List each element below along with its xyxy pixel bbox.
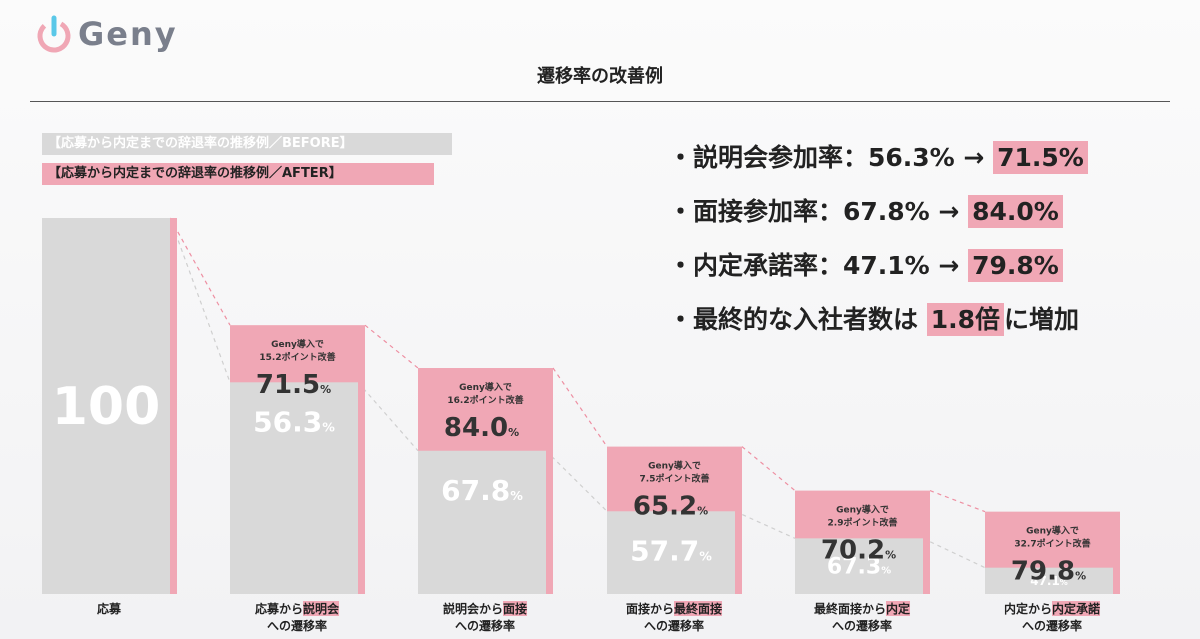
power-icon (37, 15, 71, 53)
category-label-line2: への遷移率 (1022, 618, 1082, 633)
category-label: 面接から最終面接 (626, 601, 722, 616)
before-value-label: 47.1% (1030, 574, 1068, 588)
page-title: 遷移率の改善例 (537, 66, 663, 87)
before-connector-line (545, 450, 608, 512)
unit-label: % (510, 488, 523, 503)
category-label-highlight: 内定承諾 (1052, 601, 1100, 616)
before-connector-line (357, 381, 419, 452)
category-label-highlight: 内定 (886, 601, 910, 616)
category-label-text: 最終面接から (814, 601, 886, 616)
before-bar (230, 382, 358, 594)
category-label-highlight: 説明会 (303, 601, 340, 616)
unit-label: % (1075, 570, 1086, 583)
unit-label: % (881, 566, 891, 577)
summary-item: ・最終的な入社者数は 1.8倍 に増加 (668, 303, 1080, 336)
unit-label: % (322, 420, 335, 435)
after-connector-line (552, 367, 608, 447)
after-connector-line (741, 446, 796, 492)
legend-after: 【応募から内定までの辞退率の推移例／AFTER】 (42, 163, 434, 185)
improvement-note: 32.7ポイント改善 (1014, 538, 1090, 550)
category-label-line2: への遷移率 (832, 618, 892, 633)
unit-label: % (508, 426, 519, 439)
improvement-note: 2.9ポイント改善 (828, 517, 898, 529)
before-connector-line (922, 537, 986, 569)
unit-label: % (697, 505, 708, 518)
before-connector-line (734, 510, 796, 539)
category-label: 応募から説明会 (255, 601, 340, 616)
category-label: 最終面接から内定 (814, 601, 910, 616)
after-value-label: 65.2% (633, 492, 708, 522)
after-value-label: 79.8% (1011, 557, 1086, 587)
after-value-label: 70.2% (821, 536, 896, 566)
legend-before: 【応募から内定までの辞退率の推移例／BEFORE】 (42, 133, 452, 155)
after-value-label: 71.5% (256, 370, 331, 400)
after-value-label: 84.0% (444, 413, 519, 443)
unit-label: % (699, 549, 712, 564)
unit-label: % (885, 549, 896, 562)
improvement-note: 15.2ポイント改善 (259, 351, 335, 363)
category-highlight-bg (674, 601, 723, 616)
category-label-text: 応募 (97, 601, 122, 616)
category-label-highlight: 最終面接 (674, 601, 722, 616)
category-label: 説明会から面接 (443, 601, 527, 616)
unit-label: % (1060, 578, 1068, 587)
category-label-text: 面接から (626, 601, 674, 616)
summary-item: ・面接参加率：67.8% → 84.0% (668, 192, 1088, 246)
before-value-label: 57.7% (630, 535, 712, 568)
category-highlight-bg (303, 601, 340, 616)
after-connector-line (169, 217, 231, 326)
category-highlight-bg (503, 601, 528, 616)
category-label-line2: への遷移率 (267, 618, 327, 633)
before-connector-line (169, 217, 231, 383)
improvement-note: Geny導入で (1026, 525, 1079, 537)
category-label: 応募 (97, 601, 122, 616)
summary-item: ・内定承諾率：47.1% → 79.8% (668, 246, 1088, 300)
logo: Geny (32, 12, 178, 56)
category-label-line2: への遷移率 (644, 618, 704, 633)
before-value-label: 67.3% (827, 555, 891, 580)
summary-list: ・説明会参加率：56.3% → 71.5% ・面接参加率：67.8% → 84.… (668, 138, 1088, 354)
before-bar (418, 450, 546, 594)
improvement-note: Geny導入で (836, 504, 889, 516)
before-bar (985, 567, 1113, 594)
before-value-label: 67.8% (441, 474, 523, 507)
logo-text: Geny (78, 15, 178, 53)
category-label-text: 説明会から (443, 601, 503, 616)
before-value-label: 100 (52, 377, 161, 437)
unit-label: % (320, 383, 331, 396)
improvement-note: 16.2ポイント改善 (447, 394, 523, 406)
category-highlight-bg (1052, 601, 1101, 616)
improvement-note: Geny導入で (648, 460, 701, 472)
category-label-highlight: 面接 (503, 601, 527, 616)
summary-item: ・説明会参加率：56.3% → 71.5% (668, 138, 1088, 192)
before-bar (607, 511, 735, 594)
after-connector-line (364, 324, 419, 369)
before-value-label: 56.3% (253, 406, 335, 439)
category-label-text: 内定から (1004, 601, 1052, 616)
before-bar (795, 538, 923, 594)
improvement-note: Geny導入で (459, 381, 512, 393)
after-connector-line (929, 490, 986, 513)
category-label: 内定から内定承諾 (1004, 601, 1100, 616)
category-label-text: 応募から (255, 601, 303, 616)
category-highlight-bg (886, 601, 911, 616)
improvement-note: 7.5ポイント改善 (640, 473, 710, 485)
before-bar (42, 218, 170, 594)
category-label-line2: への遷移率 (455, 618, 515, 633)
title-divider (30, 101, 1170, 102)
improvement-note: Geny導入で (271, 338, 324, 350)
